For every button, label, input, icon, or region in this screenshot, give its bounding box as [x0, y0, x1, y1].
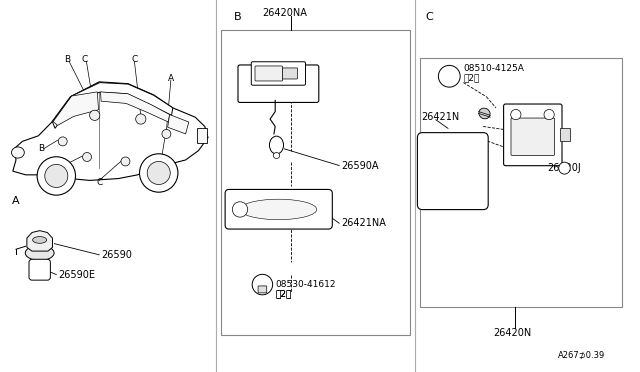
FancyBboxPatch shape — [252, 62, 305, 85]
Circle shape — [136, 114, 146, 124]
Polygon shape — [100, 92, 170, 122]
FancyBboxPatch shape — [282, 68, 298, 79]
Text: 26420NA: 26420NA — [262, 8, 307, 18]
FancyBboxPatch shape — [504, 104, 562, 166]
Text: A267⊅0.39: A267⊅0.39 — [557, 351, 605, 360]
Ellipse shape — [33, 237, 47, 243]
Bar — [560, 128, 570, 141]
FancyBboxPatch shape — [225, 189, 332, 229]
Text: A: A — [12, 196, 19, 206]
Text: C: C — [82, 55, 88, 64]
Text: A: A — [168, 74, 175, 83]
Text: S: S — [259, 280, 264, 289]
Text: 26590: 26590 — [101, 250, 132, 260]
Text: 26420J: 26420J — [547, 163, 581, 173]
Text: 26590E: 26590E — [58, 270, 95, 279]
Circle shape — [121, 157, 130, 166]
Ellipse shape — [269, 136, 284, 154]
Text: B: B — [64, 55, 70, 64]
Circle shape — [45, 164, 68, 187]
FancyBboxPatch shape — [258, 286, 267, 293]
Text: 26590A: 26590A — [341, 161, 379, 170]
Polygon shape — [52, 83, 173, 128]
Text: C: C — [426, 12, 433, 22]
FancyBboxPatch shape — [417, 133, 488, 209]
Ellipse shape — [240, 199, 317, 219]
Text: B: B — [38, 144, 45, 153]
Ellipse shape — [26, 246, 54, 260]
Text: 26421N: 26421N — [421, 112, 460, 122]
Circle shape — [252, 274, 273, 295]
Ellipse shape — [12, 147, 24, 158]
Polygon shape — [27, 231, 52, 251]
Ellipse shape — [479, 108, 490, 119]
Text: 26421NA: 26421NA — [341, 218, 386, 228]
Text: 〈2〉: 〈2〉 — [463, 74, 480, 83]
Circle shape — [162, 129, 171, 138]
Circle shape — [438, 65, 460, 87]
Text: 08530-41612: 08530-41612 — [275, 280, 336, 289]
Bar — [221, 30, 410, 335]
FancyBboxPatch shape — [238, 65, 319, 102]
Text: 〈2〉: 〈2〉 — [275, 289, 292, 298]
Ellipse shape — [559, 162, 570, 174]
Polygon shape — [53, 92, 99, 125]
Circle shape — [147, 161, 170, 185]
Text: C: C — [157, 165, 163, 174]
FancyBboxPatch shape — [511, 118, 555, 155]
Text: C: C — [131, 55, 138, 64]
Circle shape — [83, 153, 92, 161]
FancyBboxPatch shape — [29, 259, 51, 280]
Polygon shape — [13, 82, 208, 180]
Text: 08510-4125A: 08510-4125A — [463, 64, 524, 73]
Circle shape — [544, 109, 554, 120]
Circle shape — [37, 157, 76, 195]
Text: 。2〃: 。2〃 — [275, 289, 292, 298]
Polygon shape — [168, 115, 189, 134]
Text: S: S — [447, 71, 452, 80]
Circle shape — [58, 137, 67, 146]
Circle shape — [511, 109, 521, 120]
Circle shape — [90, 110, 100, 121]
Ellipse shape — [273, 153, 280, 158]
Circle shape — [232, 202, 248, 217]
Text: 26420N: 26420N — [493, 328, 531, 338]
Text: C: C — [50, 167, 56, 176]
Bar — [420, 58, 622, 307]
Circle shape — [140, 154, 178, 192]
Bar — [197, 128, 207, 143]
Text: B: B — [234, 12, 241, 22]
FancyBboxPatch shape — [255, 66, 283, 81]
Text: C: C — [96, 178, 102, 187]
